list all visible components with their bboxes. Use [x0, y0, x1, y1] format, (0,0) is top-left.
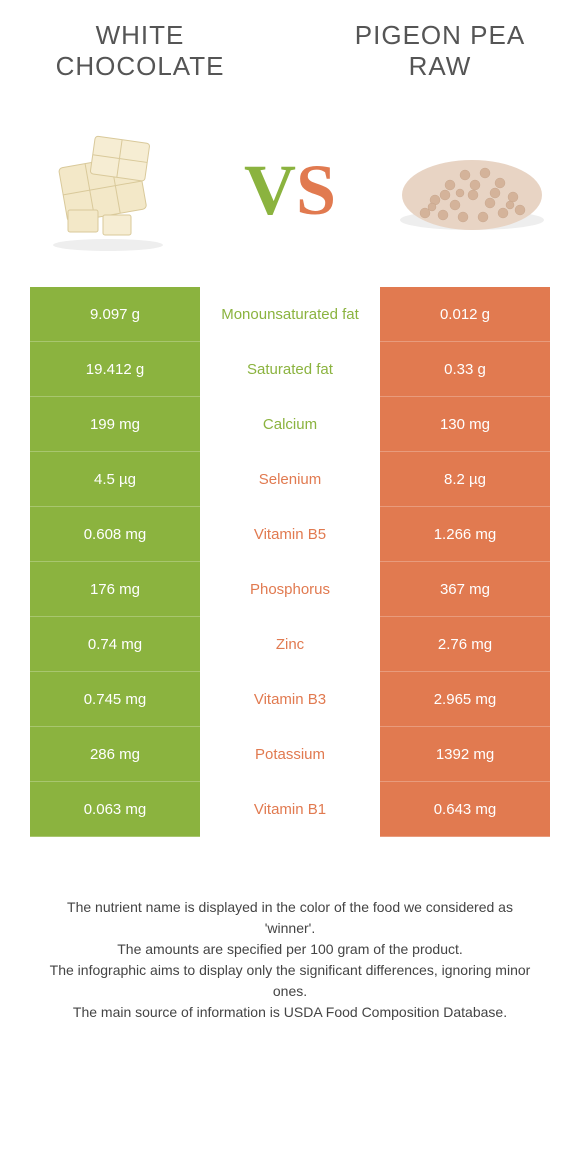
nutrient-label: Saturated fat — [200, 342, 380, 397]
nutrient-label: Vitamin B1 — [200, 782, 380, 837]
table-row: 19.412 gSaturated fat0.33 g — [30, 342, 550, 397]
white-chocolate-icon — [30, 122, 185, 257]
vs-s: S — [296, 150, 336, 230]
right-value: 2.76 mg — [380, 617, 550, 672]
footer-line-3: The infographic aims to display only the… — [40, 960, 540, 1002]
left-value: 9.097 g — [30, 287, 200, 342]
footer-line-2: The amounts are specified per 100 gram o… — [40, 939, 540, 960]
left-value: 286 mg — [30, 727, 200, 782]
nutrient-label: Potassium — [200, 727, 380, 782]
footer-line-1: The nutrient name is displayed in the co… — [40, 897, 540, 939]
right-value: 130 mg — [380, 397, 550, 452]
table-row: 176 mgPhosphorus367 mg — [30, 562, 550, 617]
right-value: 0.33 g — [380, 342, 550, 397]
right-value: 367 mg — [380, 562, 550, 617]
left-value: 0.745 mg — [30, 672, 200, 727]
right-value: 0.643 mg — [380, 782, 550, 837]
nutrient-label: Vitamin B3 — [200, 672, 380, 727]
left-value: 176 mg — [30, 562, 200, 617]
table-row: 0.74 mgZinc2.76 mg — [30, 617, 550, 672]
right-value: 1392 mg — [380, 727, 550, 782]
left-value: 0.608 mg — [30, 507, 200, 562]
table-row: 0.608 mgVitamin B51.266 mg — [30, 507, 550, 562]
vs-row: VS — [0, 92, 580, 287]
footer-notes: The nutrient name is displayed in the co… — [0, 837, 580, 1023]
table-row: 0.063 mgVitamin B10.643 mg — [30, 782, 550, 837]
vs-label: VS — [244, 154, 336, 226]
left-value: 4.5 µg — [30, 452, 200, 507]
right-value: 0.012 g — [380, 287, 550, 342]
nutrient-label: Zinc — [200, 617, 380, 672]
header: WHITE CHOCOLATE PIGEON PEA RAW — [0, 0, 580, 92]
left-value: 199 mg — [30, 397, 200, 452]
nutrient-label: Vitamin B5 — [200, 507, 380, 562]
left-value: 19.412 g — [30, 342, 200, 397]
vs-v: V — [244, 150, 296, 230]
right-value: 1.266 mg — [380, 507, 550, 562]
title-left: WHITE CHOCOLATE — [30, 20, 250, 82]
table-row: 286 mgPotassium1392 mg — [30, 727, 550, 782]
footer-line-4: The main source of information is USDA F… — [40, 1002, 540, 1023]
pigeon-pea-icon — [395, 122, 550, 257]
table-row: 0.745 mgVitamin B32.965 mg — [30, 672, 550, 727]
left-value: 0.74 mg — [30, 617, 200, 672]
right-value: 8.2 µg — [380, 452, 550, 507]
title-right: PIGEON PEA RAW — [330, 20, 550, 82]
table-row: 199 mgCalcium130 mg — [30, 397, 550, 452]
table-row: 9.097 gMonounsaturated fat0.012 g — [30, 287, 550, 342]
right-value: 2.965 mg — [380, 672, 550, 727]
nutrient-label: Calcium — [200, 397, 380, 452]
left-value: 0.063 mg — [30, 782, 200, 837]
nutrient-table: 9.097 gMonounsaturated fat0.012 g19.412 … — [0, 287, 580, 837]
nutrient-label: Selenium — [200, 452, 380, 507]
nutrient-label: Phosphorus — [200, 562, 380, 617]
nutrient-label: Monounsaturated fat — [200, 287, 380, 342]
table-row: 4.5 µgSelenium8.2 µg — [30, 452, 550, 507]
